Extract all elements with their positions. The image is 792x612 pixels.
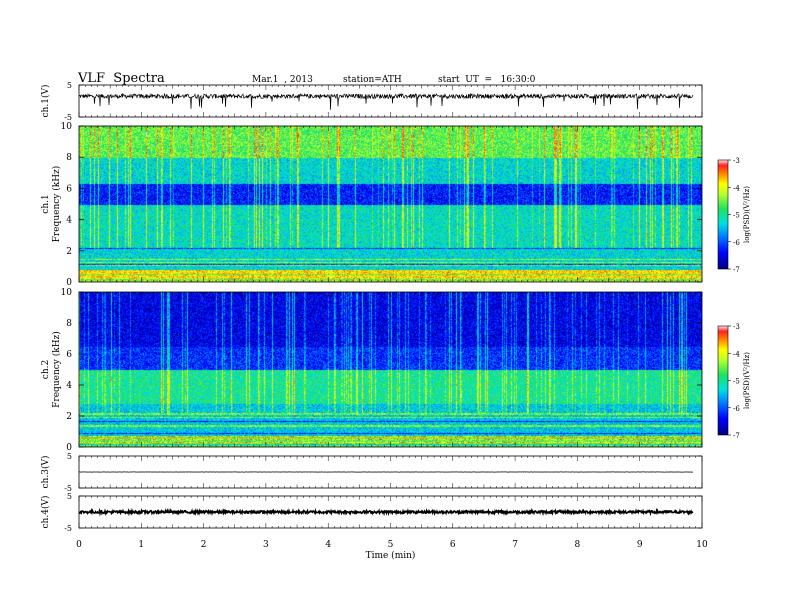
y-tick-label: 8 [66, 319, 72, 329]
x-tick-label: 8 [575, 540, 581, 550]
colorbar [717, 325, 729, 436]
start-time-label: start UT = 16:30:0 [438, 75, 536, 85]
y-tick-label: 5 [67, 452, 72, 461]
y-tick-label: 6 [66, 184, 72, 194]
colorbar-tick-label: -6 [733, 239, 740, 247]
channel-label: ch.1(V) [40, 85, 51, 118]
colorbar-tick-label: -4 [733, 184, 740, 192]
y-tick-label: 4 [66, 381, 72, 391]
trace-ch1v [78, 92, 694, 110]
colorbar-tick-label: -7 [733, 266, 740, 274]
y-tick-label: 4 [66, 216, 72, 226]
colorbar-tick-label: -5 [733, 378, 740, 386]
y-tick-label: 10 [61, 288, 73, 298]
colorbar-tick-label: -4 [733, 350, 740, 358]
x-tick-label: 5 [388, 540, 394, 550]
colorbar-label: log(PSD)(V²/Hz) [743, 352, 751, 409]
y-tick-label: 5 [67, 81, 72, 90]
figure-title: VLF Spectra [78, 71, 165, 86]
colorbar-tick-label: -3 [733, 157, 740, 165]
x-tick-label: 2 [201, 540, 207, 550]
frequency-axis-label: Frequency (kHz) [51, 331, 62, 408]
y-tick-label: 10 [61, 122, 73, 132]
x-axis-label: Time (min) [366, 550, 416, 561]
x-tick-label: 1 [138, 540, 144, 550]
channel-label: ch.2 [41, 360, 51, 379]
frequency-axis-label: Frequency (kHz) [51, 166, 62, 243]
channel-label: ch.1 [41, 194, 51, 213]
y-tick-label: 0 [66, 278, 72, 288]
spectrogram-ch2 [79, 292, 702, 447]
x-tick-label: 10 [696, 540, 708, 550]
colorbar-tick-label: -3 [733, 323, 740, 331]
y-tick-label: 2 [66, 412, 72, 422]
x-tick-label: 0 [76, 540, 82, 550]
trace-ch4v [78, 507, 694, 517]
channel-label: ch.3(V) [40, 456, 51, 489]
x-tick-label: 6 [450, 540, 456, 550]
channel-label: ch.4(V) [40, 496, 51, 529]
colorbar [717, 159, 729, 270]
y-tick-label: 8 [66, 153, 72, 163]
station-label: station=ATH [343, 75, 402, 85]
colorbar-label: log(PSD)(V²/Hz) [743, 186, 751, 243]
y-tick-label: -5 [64, 524, 72, 533]
y-tick-label: 0 [66, 443, 72, 453]
x-tick-label: 3 [263, 540, 269, 550]
y-tick-label: 2 [66, 247, 72, 257]
y-tick-label: 5 [67, 492, 72, 501]
y-tick-label: 6 [66, 350, 72, 360]
spectrogram-ch1 [79, 126, 702, 282]
colorbar-tick-label: -7 [733, 432, 740, 440]
y-tick-label: -5 [64, 113, 72, 122]
x-tick-label: 7 [512, 540, 518, 550]
date-label: Mar.1 , 2013 [252, 75, 313, 85]
y-tick-label: -5 [64, 484, 72, 493]
x-tick-label: 9 [637, 540, 643, 550]
colorbar-tick-label: -5 [733, 212, 740, 220]
x-tick-label: 4 [325, 540, 331, 550]
colorbar-tick-label: -6 [733, 405, 740, 413]
